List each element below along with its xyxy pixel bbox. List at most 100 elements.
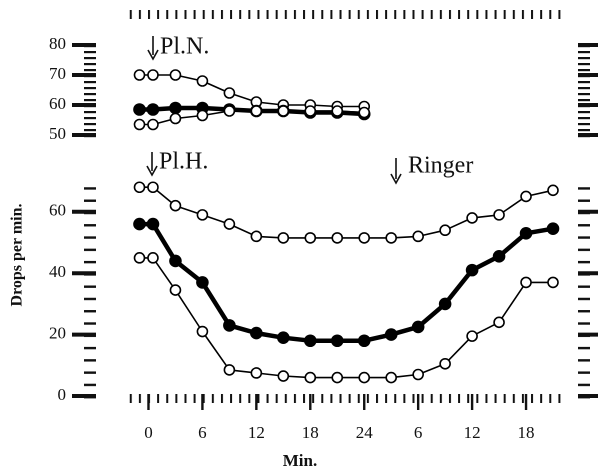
x-tick-label: 24: [356, 423, 374, 442]
data-point: [358, 106, 371, 119]
data-point: [519, 226, 533, 240]
data-point: [133, 69, 146, 81]
annotation-plh: Pl.H.: [146, 149, 208, 177]
data-point: [196, 276, 209, 289]
data-point: [331, 371, 344, 384]
right-ruler-top: [578, 43, 590, 138]
y-tick-label: 50: [49, 124, 66, 143]
data-point: [412, 230, 424, 243]
annotation-pln: Pl.N.: [147, 34, 209, 61]
data-point: [133, 252, 146, 264]
data-point: [147, 69, 159, 81]
y-tick-label: 70: [49, 64, 66, 83]
top-ruler: [126, 10, 562, 19]
data-point: [223, 87, 236, 99]
data-point: [304, 371, 317, 384]
y-tick-label: 40: [49, 262, 66, 281]
data-point: [385, 371, 397, 384]
y-tick-label: 0: [58, 385, 67, 404]
x-axis-label: Min.: [283, 451, 317, 470]
data-point: [147, 118, 159, 131]
data-point: [196, 75, 209, 87]
data-point: [520, 190, 532, 203]
annotation-ringer: Ringer: [390, 153, 473, 185]
y-axis-label: Drops per min.: [9, 204, 26, 307]
data-point: [146, 217, 160, 231]
data-point: [196, 109, 209, 122]
data-point: [358, 371, 371, 384]
x-tick-label: 6: [414, 423, 423, 442]
data-point: [277, 232, 290, 244]
bottom-ruler: [126, 394, 562, 403]
x-tick-label: 6: [198, 423, 207, 442]
data-point: [277, 105, 290, 117]
data-point: [169, 69, 182, 81]
data-point: [331, 232, 344, 244]
data-point: [169, 284, 182, 296]
data-point: [133, 181, 146, 194]
annotation: Ringer: [408, 153, 473, 179]
data-point: [493, 316, 505, 329]
data-point: [465, 263, 479, 277]
data-point: [492, 250, 506, 263]
x-tick-label: 0: [144, 423, 153, 442]
data-point: [196, 325, 209, 338]
data-point: [411, 320, 425, 334]
data-point: [133, 217, 146, 231]
data-point: [303, 334, 317, 348]
y-tick-label: 80: [49, 34, 66, 53]
data-point: [331, 105, 344, 117]
data-point: [169, 101, 182, 115]
data-point: [250, 105, 263, 117]
data-point: [547, 184, 559, 197]
annotation: Pl.H.: [159, 149, 208, 175]
data-point: [493, 209, 505, 221]
data-point: [169, 112, 182, 125]
data-point: [277, 370, 290, 382]
data-point: [384, 328, 398, 341]
data-point: [250, 230, 263, 243]
data-point: [547, 276, 559, 289]
data-point: [438, 297, 452, 311]
series-line: [139, 110, 365, 126]
data-point: [330, 334, 344, 348]
data-point: [223, 364, 236, 376]
right-ruler-bottom: [578, 180, 590, 400]
data-point: [546, 222, 560, 235]
data-point: [223, 319, 236, 332]
left-ruler-bottom: [84, 180, 96, 400]
data-point: [169, 199, 182, 212]
data-point: [147, 252, 159, 264]
data-point: [439, 357, 451, 370]
data-point: [304, 105, 317, 117]
data-point: [133, 118, 146, 131]
left-ruler-top: [84, 43, 96, 138]
data-point: [439, 224, 451, 237]
data-point: [357, 334, 371, 348]
data-point: [196, 209, 209, 221]
data-point: [520, 276, 532, 289]
series-line: [139, 257, 553, 379]
data-point: [146, 103, 160, 116]
data-point: [466, 330, 478, 342]
data-point: [412, 368, 424, 381]
data-point: [223, 218, 236, 230]
data-point: [304, 232, 317, 244]
data-point: [133, 103, 146, 116]
data-point: [169, 254, 182, 268]
data-point: [250, 326, 263, 340]
data-point: [277, 331, 290, 344]
y-tick-label: 20: [49, 324, 66, 343]
annotation: Pl.N.: [160, 34, 209, 60]
x-tick-label: 18: [518, 423, 535, 442]
y-tick-label: 60: [49, 94, 66, 113]
data-point: [466, 212, 478, 224]
data-point: [223, 105, 236, 117]
x-tick-label: 12: [248, 423, 265, 442]
y-tick-label: 60: [49, 201, 66, 220]
data-point: [147, 181, 159, 194]
data-point: [385, 232, 397, 244]
data-point: [358, 232, 371, 244]
x-tick-label: 12: [464, 423, 481, 442]
